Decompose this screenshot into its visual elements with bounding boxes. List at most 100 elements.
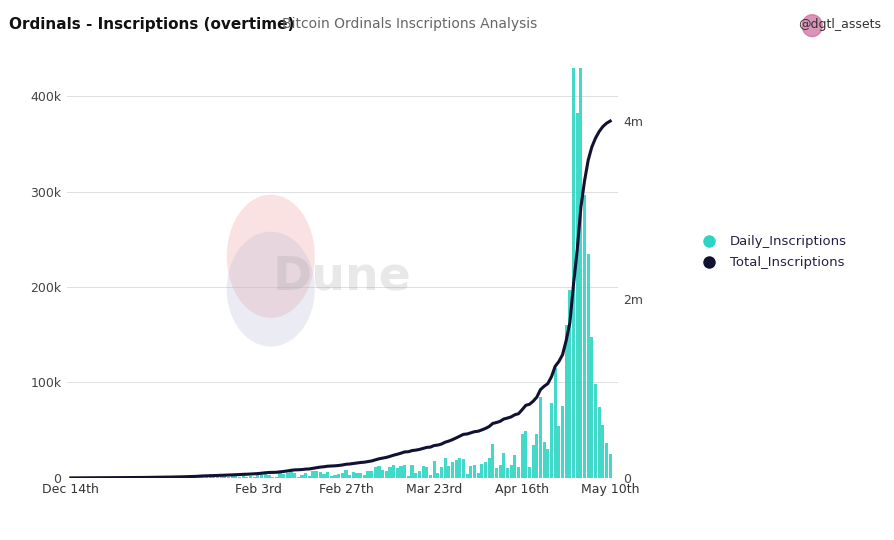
Bar [333,475,336,478]
Bar [527,467,530,478]
Bar [443,458,446,478]
Bar [205,477,208,478]
Ellipse shape [226,195,315,318]
Bar [322,474,325,478]
Bar [278,472,282,478]
Bar [435,473,439,478]
Text: Bitcoin Ordinals Inscriptions Analysis: Bitcoin Ordinals Inscriptions Analysis [282,17,536,31]
Bar [219,477,223,478]
Bar [157,477,160,478]
Bar [458,458,460,478]
Bar [407,476,409,478]
Bar [392,465,395,478]
Bar [604,443,607,478]
Bar [249,476,252,478]
Bar [227,477,230,478]
Bar [542,442,545,478]
Bar [594,384,596,478]
Bar [238,476,240,478]
Bar [395,468,399,478]
Bar [505,468,509,478]
Bar [425,468,428,478]
Bar [366,471,369,478]
Bar [545,449,549,478]
Bar [172,477,175,478]
Bar [297,477,299,478]
Bar [454,460,457,478]
Bar [135,477,139,478]
Bar [264,474,266,478]
Bar [344,470,347,478]
Bar [252,476,256,478]
Bar [187,477,190,478]
Bar [461,459,465,478]
Bar [451,462,453,478]
Bar [520,434,523,478]
Bar [517,467,519,478]
Bar [491,444,493,478]
Bar [362,475,366,478]
Bar [231,476,233,478]
Bar [208,476,212,478]
Bar [421,467,424,478]
Bar [337,474,340,478]
Bar [308,476,310,478]
Bar [355,472,358,478]
Bar [201,476,204,478]
Bar [377,467,380,478]
Bar [480,463,483,478]
Bar [597,407,600,478]
Bar [512,455,516,478]
Bar [304,474,307,478]
Bar [484,462,486,478]
Bar [311,471,314,478]
Bar [498,465,502,478]
Bar [168,477,172,478]
Bar [538,397,542,478]
Bar [509,465,512,478]
Bar [124,477,127,478]
Bar [410,465,413,478]
Bar [318,472,322,478]
Bar [194,477,197,478]
Bar [531,446,534,478]
Bar [289,471,292,478]
Bar [300,475,303,478]
Bar [315,471,318,478]
Bar [575,113,578,478]
Bar [271,477,274,478]
Text: Dune: Dune [273,254,411,299]
Bar [325,472,329,478]
Bar [414,473,417,478]
Bar [384,471,387,478]
Bar [447,466,450,478]
Bar [428,475,432,478]
Bar [215,476,219,478]
Bar [142,477,146,478]
Bar [571,66,575,478]
Bar [348,475,350,478]
Bar [154,477,156,478]
Bar [582,195,586,478]
Bar [274,477,277,478]
Bar [260,473,263,478]
Bar [282,474,285,478]
Text: @dgtl_assets: @dgtl_assets [797,18,881,31]
Bar [212,477,215,478]
Bar [358,473,362,478]
Bar [341,472,343,478]
Bar [370,471,373,478]
Bar [399,467,402,478]
Bar [465,474,468,478]
Bar [608,454,611,478]
Bar [564,325,567,478]
Bar [502,453,505,478]
Bar [285,473,289,478]
Bar [590,336,593,478]
Bar [256,475,259,478]
Bar [568,289,570,478]
Bar [351,472,355,478]
Bar [402,464,406,478]
Bar [432,461,435,478]
Bar [190,476,193,478]
